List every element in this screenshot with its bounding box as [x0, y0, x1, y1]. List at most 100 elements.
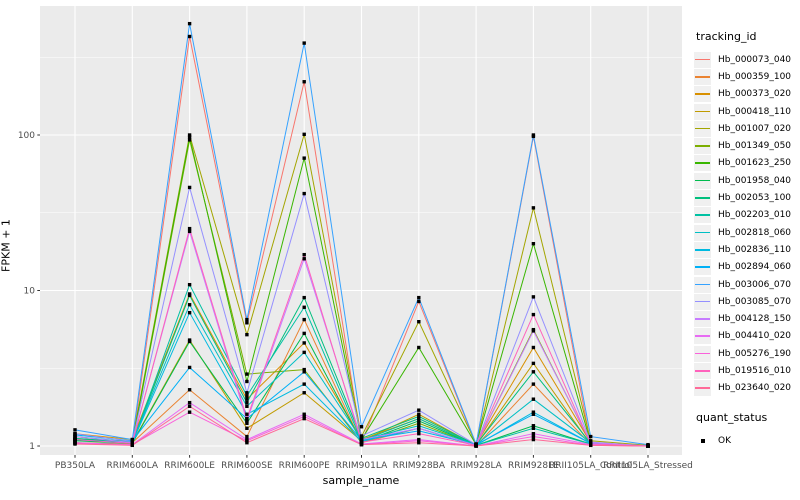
legend-item-label: Hb_001007_020: [718, 123, 792, 134]
legend-key-swatch: [694, 138, 711, 155]
data-point: [359, 437, 364, 442]
data-point: [187, 21, 192, 26]
legend-key-swatch: [694, 51, 711, 68]
data-point: [245, 426, 249, 430]
legend-key-line-icon: [695, 248, 710, 251]
data-point: [417, 414, 421, 419]
legend-key-line-icon: [695, 283, 710, 286]
data-point: [531, 370, 536, 374]
data-point: [302, 295, 306, 300]
legend-key-line-icon: [695, 369, 710, 372]
legend-item: Hb_023640_020: [694, 380, 800, 397]
legend-item: Hb_000373_020: [694, 86, 800, 103]
data-point: [531, 345, 536, 350]
legend-title-tracking-id: tracking_id: [696, 30, 757, 43]
data-point: [589, 434, 593, 439]
legend-item: Hb_000073_040: [694, 51, 800, 68]
data-point: [73, 442, 77, 446]
data-point: [531, 424, 536, 428]
ok-point-icon: [700, 438, 705, 443]
legend-key-swatch: [694, 328, 711, 345]
legend-item: Hb_002818_060: [694, 224, 800, 241]
legend-item-label: Hb_023640_020: [718, 383, 792, 394]
legend-item-label: Hb_002053_100: [718, 193, 792, 204]
data-point: [245, 372, 249, 376]
legend-key-swatch: [694, 68, 711, 85]
data-point: [187, 388, 192, 392]
legend-item: Hb_005276_190: [694, 345, 800, 362]
legend-item-label: Hb_001349_050: [718, 141, 792, 152]
data-point: [73, 431, 77, 436]
y-tick-label: 10: [24, 287, 36, 297]
data-point: [302, 331, 306, 336]
data-point: [302, 416, 306, 421]
legend-key-line-icon: [695, 162, 710, 165]
data-point: [130, 437, 134, 442]
data-point: [187, 410, 192, 414]
legend-item-label: Hb_000418_110: [718, 106, 792, 117]
legend-key-line-icon: [695, 352, 710, 355]
legend-item-label: Hb_002818_060: [718, 227, 792, 238]
data-point: [73, 428, 77, 432]
legend-key-line-icon: [695, 127, 710, 130]
legend-item: Hb_000418_110: [694, 103, 800, 120]
data-point: [187, 404, 192, 409]
data-point: [245, 439, 249, 443]
data-point: [531, 397, 536, 401]
legend-item-label: Hb_003006_070: [718, 279, 792, 290]
legend-item-label: Hb_000373_020: [718, 89, 792, 100]
data-point: [302, 257, 306, 261]
data-point: [302, 391, 306, 395]
data-point: [302, 350, 306, 355]
x-tick-label: RRIM600LA: [107, 461, 159, 471]
legend-key-line-icon: [695, 110, 710, 113]
legend-key-swatch: [694, 241, 711, 258]
legend-key-line-icon: [695, 93, 710, 95]
legend-item-label: Hb_000359_100: [718, 71, 792, 82]
legend-item: Hb_004410_020: [694, 328, 800, 345]
data-point: [187, 34, 192, 39]
data-point: [302, 305, 306, 309]
legend-item: Hb_002836_110: [694, 241, 800, 258]
data-point: [474, 444, 478, 448]
legend-key-swatch: [694, 276, 711, 293]
data-point: [187, 229, 192, 234]
data-point: [245, 412, 249, 416]
legend-key-line-icon: [695, 197, 710, 199]
legend-item-label: Hb_001958_040: [718, 175, 792, 186]
legend-key-line-icon: [695, 58, 710, 61]
legend-item-label: Hb_000073_040: [718, 54, 792, 65]
data-point: [417, 431, 421, 436]
legend-key-swatch: [694, 293, 711, 310]
legend-key-swatch: [694, 120, 711, 137]
x-tick-label: RRIM928LA: [450, 461, 502, 471]
data-point: [187, 133, 192, 137]
legend-key-swatch: [694, 103, 711, 120]
legend-key-line-icon: [695, 145, 710, 147]
data-point: [417, 412, 421, 416]
data-point: [417, 426, 421, 430]
x-tick-label: RRII105LA_Stressed: [603, 461, 693, 471]
legend-key-swatch: [694, 380, 711, 397]
data-point: [245, 397, 249, 401]
legend-item-label: Hb_001623_250: [718, 158, 792, 169]
legend-title-quant-status: quant_status: [696, 410, 768, 424]
legend-item: Hb_002894_060: [694, 259, 800, 276]
legend-key-line-icon: [695, 214, 710, 216]
legend-key-swatch: [694, 86, 711, 103]
legend-item-label: Hb_005276_190: [718, 348, 792, 359]
legend-key-line-icon: [695, 335, 710, 337]
x-tick-label: RRIM600LE: [164, 461, 215, 471]
y-tick-label: 100: [18, 131, 35, 141]
data-point: [245, 400, 249, 405]
legend: tracking_id Hb_000073_040 Hb_000359_100 Hb…: [694, 30, 800, 449]
legend-items: Hb_000073_040 Hb_000359_100 Hb_000373_020 H…: [694, 51, 800, 397]
data-point: [245, 317, 249, 322]
data-point: [302, 382, 306, 386]
data-point: [531, 410, 536, 414]
data-point: [531, 434, 536, 439]
data-point: [187, 293, 192, 298]
legend-key-swatch: [694, 172, 711, 189]
legend-item: Hb_000359_100: [694, 68, 800, 85]
data-point: [302, 191, 306, 196]
